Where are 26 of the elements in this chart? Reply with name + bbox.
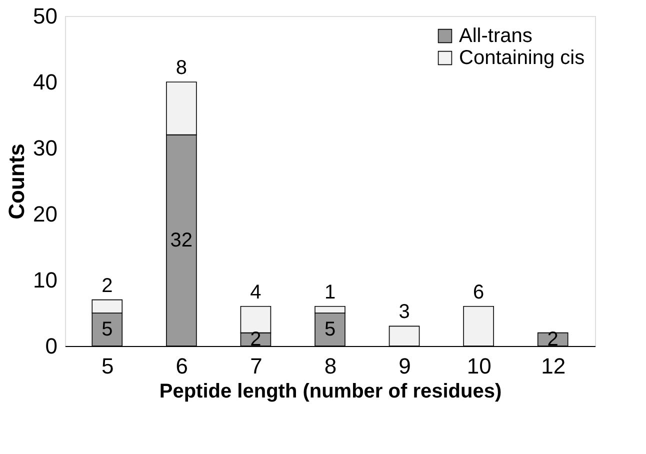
- x-axis-title: Peptide length (number of residues): [159, 380, 502, 402]
- data-label: 4: [250, 281, 262, 304]
- data-label: 1: [324, 281, 336, 304]
- data-label: 2: [102, 274, 113, 297]
- x-tick-label: 5: [102, 354, 114, 378]
- y-tick-label: 10: [33, 268, 58, 292]
- y-axis-title: Counts: [4, 144, 30, 220]
- data-label: 5: [324, 318, 336, 340]
- y-tick-label: 30: [33, 136, 58, 160]
- legend-label: All-trans: [459, 25, 532, 47]
- data-label: 3: [398, 301, 410, 324]
- x-tick-label: 9: [398, 354, 411, 378]
- y-tick-label: 40: [33, 70, 58, 94]
- data-label: 5: [102, 318, 113, 340]
- x-tick-label: 12: [541, 354, 566, 378]
- x-tick-label: 10: [466, 354, 492, 378]
- x-tick-label: 7: [250, 354, 262, 378]
- data-label: 32: [170, 229, 193, 252]
- y-tick-label: 50: [33, 4, 58, 28]
- x-tick-label: 6: [176, 354, 188, 378]
- data-label: 6: [473, 281, 484, 304]
- x-tick-label: 8: [324, 354, 337, 378]
- y-tick-label: 20: [33, 202, 58, 226]
- y-tick-label: 0: [45, 334, 58, 358]
- legend-label: Containing cis: [459, 47, 585, 69]
- data-label: 8: [176, 57, 187, 79]
